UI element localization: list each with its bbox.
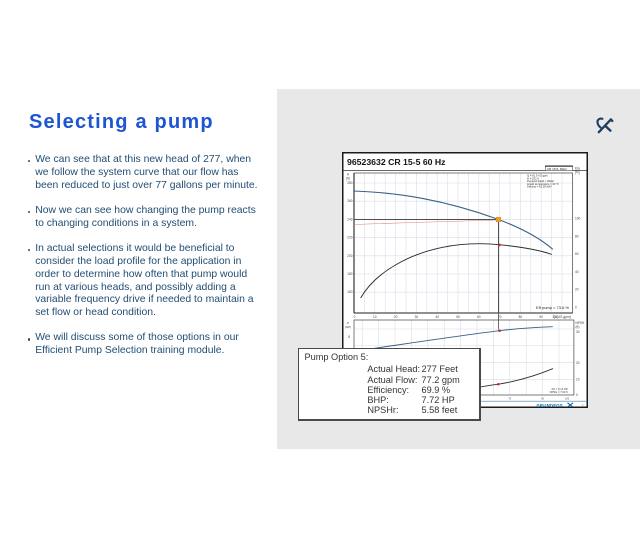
svg-text:H = 252 ft: H = 252 ft	[527, 176, 539, 180]
svg-text:Density = 62.28 lb/ft³: Density = 62.28 lb/ft³	[527, 185, 552, 189]
svg-text:100: 100	[565, 397, 570, 401]
svg-text:NPSH: NPSH	[576, 321, 586, 325]
svg-text:180: 180	[347, 272, 353, 276]
svg-text:1: 1	[582, 403, 584, 407]
svg-text:Pumped liquid = Water: Pumped liquid = Water	[527, 179, 554, 183]
svg-text:P2 = 5.14 HP: P2 = 5.14 HP	[552, 387, 568, 391]
svg-text:0: 0	[354, 315, 356, 319]
svg-text:70: 70	[498, 315, 502, 319]
svg-text:20: 20	[394, 315, 398, 319]
svg-text:[%]: [%]	[575, 171, 580, 175]
svg-text:H: H	[347, 172, 350, 176]
svg-text:10: 10	[576, 378, 580, 382]
svg-text:100: 100	[575, 217, 581, 221]
svg-text:100: 100	[552, 315, 558, 319]
svg-text:60: 60	[575, 252, 579, 256]
svg-text:50: 50	[456, 315, 460, 319]
svg-text:160: 160	[347, 290, 353, 294]
svg-text:(ft): (ft)	[346, 176, 350, 180]
svg-text:30: 30	[576, 330, 580, 334]
svg-text:96523632 CR 15-5 60 Hz: 96523632 CR 15-5 60 Hz	[347, 157, 446, 167]
svg-text:8: 8	[348, 335, 350, 339]
svg-text:(ft): (ft)	[576, 325, 580, 329]
svg-text:Q (US gpm): Q (US gpm)	[553, 315, 571, 319]
svg-text:240: 240	[347, 217, 353, 221]
svg-text:NPSH = 7.03 ft: NPSH = 7.03 ft	[550, 390, 568, 394]
svg-text:GRUNDFOS: GRUNDFOS	[537, 403, 563, 408]
svg-text:200: 200	[347, 254, 353, 258]
svg-text:260: 260	[347, 199, 353, 203]
svg-text:(HP): (HP)	[345, 325, 351, 329]
svg-text:30: 30	[415, 315, 419, 319]
svg-text:220: 220	[347, 236, 353, 240]
svg-text:0: 0	[575, 306, 577, 310]
svg-text:10: 10	[373, 315, 377, 319]
svg-text:20: 20	[576, 361, 580, 365]
svg-text:80: 80	[519, 315, 523, 319]
svg-text:40: 40	[575, 270, 579, 274]
svg-text:90: 90	[541, 397, 544, 401]
svg-text:Eta: Eta	[575, 167, 580, 171]
svg-text:CR 15-5, 60Hz: CR 15-5, 60Hz	[547, 167, 567, 171]
svg-text:Eff pump = 73.6 %: Eff pump = 73.6 %	[536, 305, 569, 310]
svg-text:Q = 81.9 US gpm: Q = 81.9 US gpm	[527, 174, 549, 178]
svg-text:0: 0	[576, 393, 578, 397]
svg-text:Liquid temperature = 60 °F: Liquid temperature = 60 °F	[527, 182, 559, 186]
svg-text:90: 90	[539, 315, 543, 319]
svg-text:20: 20	[575, 288, 579, 292]
svg-text:P: P	[347, 321, 349, 325]
svg-text:280: 280	[347, 181, 353, 185]
svg-text:40: 40	[435, 315, 439, 319]
svg-text:80: 80	[575, 234, 579, 238]
svg-text:60: 60	[477, 315, 481, 319]
svg-text:70: 70	[508, 397, 511, 401]
